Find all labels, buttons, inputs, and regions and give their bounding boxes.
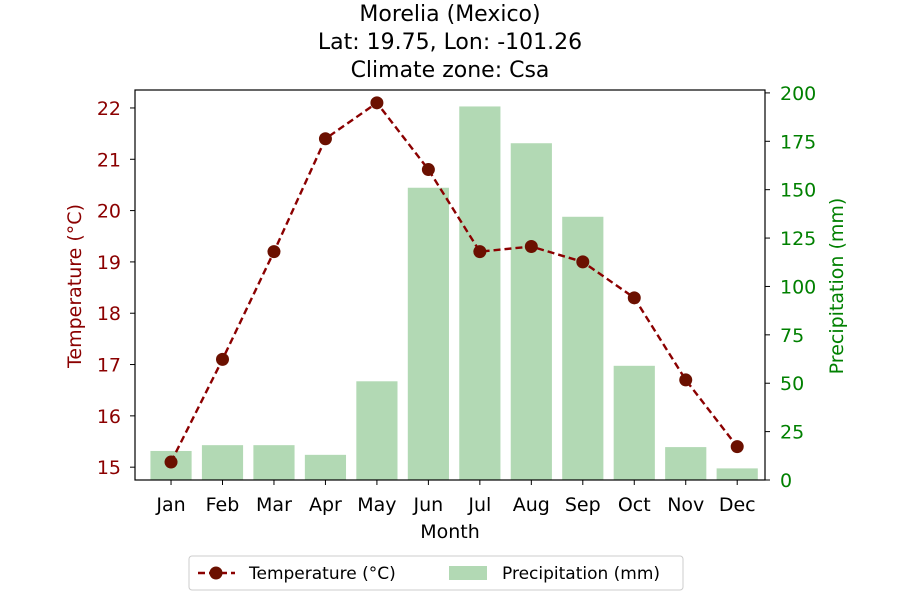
precipitation-bar-aug	[510, 143, 552, 480]
legend-precipitation-swatch	[449, 566, 487, 580]
precipitation-tick-label-125: 125	[780, 228, 816, 250]
precipitation-bar-apr	[304, 454, 347, 480]
precipitation-bar-mar	[253, 445, 295, 480]
temperature-point-mar	[267, 245, 281, 259]
plot-frame	[134, 89, 766, 481]
temperature-point-sep	[576, 255, 590, 269]
x-tick-label-oct: Oct	[618, 494, 651, 516]
precipitation-tick-label-0: 0	[780, 470, 792, 492]
temperature-point-oct	[627, 291, 641, 305]
precipitation-tick-label-150: 150	[780, 180, 816, 202]
precipitation-bar-feb	[201, 445, 244, 480]
x-tick-label-nov: Nov	[667, 494, 704, 516]
precipitation-bar-jun	[407, 187, 449, 480]
x-tick-label-aug: Aug	[513, 494, 550, 516]
temperature-point-may	[370, 96, 384, 110]
x-axis-label: Month	[420, 521, 480, 543]
x-tick-label-jan: Jan	[155, 494, 185, 516]
chart-title-line-3: Climate zone: Csa	[351, 58, 550, 83]
x-tick-label-sep: Sep	[565, 494, 601, 516]
precipitation-tick-label-25: 25	[780, 422, 804, 444]
precipitation-axis: 0 25 50 75 100 125 150 175 200	[765, 83, 816, 492]
temperature-tick-label-15: 15	[97, 457, 121, 479]
precipitation-tick-label-200: 200	[780, 83, 816, 105]
precipitation-bar-dec	[716, 468, 758, 480]
precipitation-axis-label: Precipitation (mm)	[826, 198, 848, 375]
precipitation-tick-label-100: 100	[780, 276, 816, 298]
legend-temperature-marker	[209, 566, 223, 580]
legend-frame	[188, 555, 684, 591]
legend-temperature-label: Temperature (°C)	[248, 564, 396, 584]
precipitation-bar-may	[356, 381, 398, 480]
x-tick-label-may: May	[357, 494, 396, 516]
temperature-point-jun	[421, 163, 435, 177]
precipitation-bar-jul	[459, 106, 501, 481]
temperature-series	[164, 96, 744, 469]
temperature-point-nov	[679, 373, 693, 387]
temperature-point-feb	[216, 352, 229, 366]
temperature-tick-label-19: 19	[97, 252, 121, 274]
legend: Temperature (°C) Precipitation (mm)	[188, 555, 684, 591]
precipitation-bars	[150, 106, 758, 481]
temperature-tick-label-21: 21	[97, 149, 121, 171]
x-axis: Jan Feb Mar Apr May Jun Jul Aug Sep Oct Nov Dec	[155, 480, 756, 516]
temperature-point-aug	[524, 240, 538, 254]
precipitation-tick-label-175: 175	[780, 131, 816, 153]
x-tick-label-mar: Mar	[256, 494, 292, 516]
temperature-point-dec	[730, 440, 744, 454]
precipitation-bar-oct	[613, 365, 655, 480]
legend-precipitation-label: Precipitation (mm)	[502, 564, 660, 584]
temperature-point-jul	[473, 245, 487, 259]
chart-title-line-1: Morelia (Mexico)	[359, 2, 540, 27]
precipitation-bar-nov	[665, 447, 707, 480]
temperature-tick-label-22: 22	[97, 98, 121, 120]
x-tick-label-jul: Jul	[467, 494, 491, 516]
temperature-line	[169, 101, 739, 463]
chart-title-line-2: Lat: 19.75, Lon: -101.26	[318, 30, 582, 55]
temperature-tick-label-18: 18	[97, 303, 121, 325]
precipitation-tick-label-75: 75	[780, 325, 804, 347]
temperature-point-jan	[164, 455, 178, 469]
temperature-tick-label-16: 16	[97, 406, 121, 428]
x-tick-label-feb: Feb	[206, 494, 240, 516]
precipitation-tick-label-50: 50	[780, 373, 804, 395]
x-tick-label-dec: Dec	[719, 494, 756, 516]
temperature-point-apr	[318, 132, 332, 146]
temperature-tick-label-17: 17	[97, 355, 121, 377]
temperature-axis-label: Temperature (°C)	[64, 204, 86, 369]
temperature-tick-label-20: 20	[97, 201, 121, 223]
x-tick-label-apr: Apr	[309, 494, 342, 516]
chart-title: Morelia (Mexico) Lat: 19.75, Lon: -101.2…	[318, 2, 582, 83]
temperature-axis: 15 16 17 18 19 20 21 22	[97, 98, 135, 479]
x-tick-label-jun: Jun	[413, 494, 444, 516]
